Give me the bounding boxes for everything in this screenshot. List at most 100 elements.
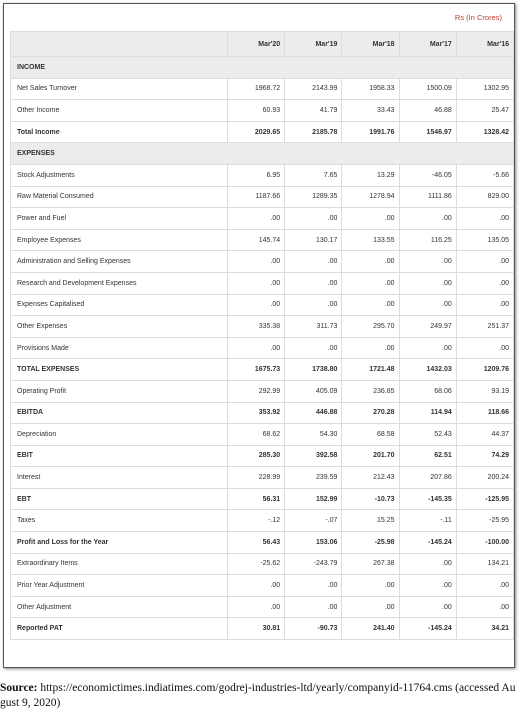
financial-table: Mar'20 Mar'19 Mar'18 Mar'17 Mar'16 INCOME Net … bbox=[10, 31, 515, 641]
value-cell: .00 bbox=[284, 207, 343, 230]
value-cell: 46.88 bbox=[398, 99, 457, 122]
row-label: Research and Development Expenses bbox=[10, 271, 228, 295]
value-cell: 446.88 bbox=[284, 401, 343, 425]
value-cell: .00 bbox=[455, 336, 515, 360]
data-row: Interest 228.99 239.59 212.43 207.86 200.24 bbox=[10, 466, 515, 489]
value-cell: -100.00 bbox=[455, 531, 515, 554]
value-cell: .00 bbox=[226, 271, 286, 295]
section-row: EXPENSES bbox=[10, 142, 514, 165]
value-cell: 241.40 bbox=[341, 617, 400, 641]
value-cell: 33.43 bbox=[341, 99, 400, 122]
value-cell: 270.28 bbox=[341, 401, 400, 425]
unit-note: Rs (In Crores) bbox=[454, 13, 502, 22]
row-label: Prior Year Adjustment bbox=[10, 574, 228, 597]
row-label: Raw Material Consumed bbox=[10, 185, 228, 209]
value-cell: .00 bbox=[341, 336, 400, 360]
value-cell: 34.21 bbox=[455, 617, 515, 641]
value-cell: 62.51 bbox=[398, 444, 457, 468]
row-label: Employee Expenses bbox=[10, 228, 228, 252]
value-cell: .00 bbox=[284, 293, 343, 317]
value-cell: .00 bbox=[398, 207, 457, 230]
value-cell: 133.55 bbox=[341, 228, 400, 252]
data-row: Taxes -.12 -.07 15.25 -.11 -25.95 bbox=[10, 509, 515, 533]
value-cell: .00 bbox=[341, 207, 400, 230]
value-cell: .00 bbox=[226, 250, 286, 273]
source-text: https://economictimes.indiatimes.com/god… bbox=[0, 682, 516, 709]
value-cell: .00 bbox=[455, 293, 515, 317]
value-cell: 2185.78 bbox=[284, 120, 343, 144]
value-cell: 56.43 bbox=[226, 531, 286, 554]
value-cell: .00 bbox=[341, 574, 400, 597]
value-cell: .00 bbox=[455, 595, 515, 619]
value-cell: 56.31 bbox=[226, 487, 286, 511]
data-row: Other Income 60.93 41.79 33.43 46.88 25.47 bbox=[10, 99, 515, 122]
value-cell: .00 bbox=[226, 207, 286, 230]
value-cell: 335.38 bbox=[226, 315, 286, 338]
value-cell: .00 bbox=[398, 293, 457, 317]
value-cell: 292.99 bbox=[226, 379, 286, 403]
value-cell: 145.74 bbox=[226, 228, 286, 252]
data-row: Employee Expenses 145.74 130.17 133.55 116.2… bbox=[10, 228, 515, 252]
value-cell: 68.06 bbox=[398, 379, 457, 403]
value-cell: 228.99 bbox=[226, 466, 286, 489]
value-cell: 1289.35 bbox=[284, 185, 343, 209]
value-cell: .00 bbox=[398, 250, 457, 273]
data-row: Power and Fuel .00.00.00.00.00 bbox=[10, 207, 515, 230]
value-cell: -145.24 bbox=[398, 617, 457, 641]
section-label: EXPENSES bbox=[10, 142, 514, 165]
value-cell: -25.95 bbox=[455, 509, 515, 533]
header-cell bbox=[10, 31, 228, 57]
column-header: Mar'19 bbox=[284, 31, 343, 57]
data-row: Operating Profit 292.99 405.09 236.85 68.06 9… bbox=[10, 379, 515, 403]
value-cell: 1675.73 bbox=[226, 358, 286, 381]
value-cell: 212.43 bbox=[341, 466, 400, 489]
row-label: Other Adjustment bbox=[10, 595, 228, 619]
data-row: Reported PAT 30.81 -90.73 241.40 -145.24 34.2… bbox=[10, 617, 515, 641]
row-label: Power and Fuel bbox=[10, 207, 228, 230]
value-cell: 135.05 bbox=[455, 228, 515, 252]
column-header: Mar'18 bbox=[341, 31, 400, 57]
value-cell: 2029.65 bbox=[226, 120, 286, 144]
value-cell: 1958.33 bbox=[341, 77, 400, 101]
value-cell: 1209.76 bbox=[455, 358, 515, 381]
value-cell: .00 bbox=[226, 595, 286, 619]
value-cell: -125.95 bbox=[455, 487, 515, 511]
data-row: Total Income 2029.65 2185.78 1991.76 1546.97… bbox=[10, 120, 515, 144]
value-cell: -5.66 bbox=[455, 163, 515, 187]
value-cell: 1111.86 bbox=[398, 185, 457, 209]
section-label: INCOME bbox=[10, 56, 514, 79]
value-cell: 829.00 bbox=[455, 185, 515, 209]
data-row: EBIT 285.30 392.58 201.70 62.51 74.29 bbox=[10, 444, 515, 468]
data-row: Administration and Selling Expenses .00.0… bbox=[10, 250, 515, 273]
value-cell: 295.70 bbox=[341, 315, 400, 338]
value-cell: 44.37 bbox=[455, 423, 515, 446]
data-row: Extraordinary Items -25.62 -243.79 267.38.0… bbox=[10, 552, 515, 576]
value-cell: -25.98 bbox=[341, 531, 400, 554]
value-cell: 6.95 bbox=[226, 163, 286, 187]
value-cell: 285.30 bbox=[226, 444, 286, 468]
value-cell: 353.92 bbox=[226, 401, 286, 425]
value-cell: 200.24 bbox=[455, 466, 515, 489]
column-header: Mar'20 bbox=[226, 31, 286, 57]
value-cell: 15.25 bbox=[341, 509, 400, 533]
value-cell: .00 bbox=[455, 250, 515, 273]
value-cell: 152.99 bbox=[284, 487, 343, 511]
value-cell: 392.58 bbox=[284, 444, 343, 468]
data-row: Profit and Loss for the Year 56.43 153.06-… bbox=[10, 531, 515, 554]
data-row: Stock Adjustments 6.95 7.65 13.29 -46.05 -5.6… bbox=[10, 163, 515, 187]
value-cell: 1500.09 bbox=[398, 77, 457, 101]
value-cell: 54.30 bbox=[284, 423, 343, 446]
value-cell: 60.93 bbox=[226, 99, 286, 122]
value-cell: 52.43 bbox=[398, 423, 457, 446]
row-label: Extraordinary Items bbox=[10, 552, 228, 576]
data-row: Expenses Capitalised .00.00.00.00.00 bbox=[10, 293, 515, 317]
section-row: INCOME bbox=[10, 56, 514, 79]
value-cell: .00 bbox=[455, 207, 515, 230]
value-cell: 74.29 bbox=[455, 444, 515, 468]
value-cell: 207.86 bbox=[398, 466, 457, 489]
value-cell: .00 bbox=[455, 271, 515, 295]
data-row: Raw Material Consumed 1187.66 1289.35 1278.… bbox=[10, 185, 515, 209]
value-cell: 13.29 bbox=[341, 163, 400, 187]
column-header: Mar'16 bbox=[455, 31, 515, 57]
data-row: EBITDA 353.92 446.88 270.28 114.94 118.66 bbox=[10, 401, 515, 425]
